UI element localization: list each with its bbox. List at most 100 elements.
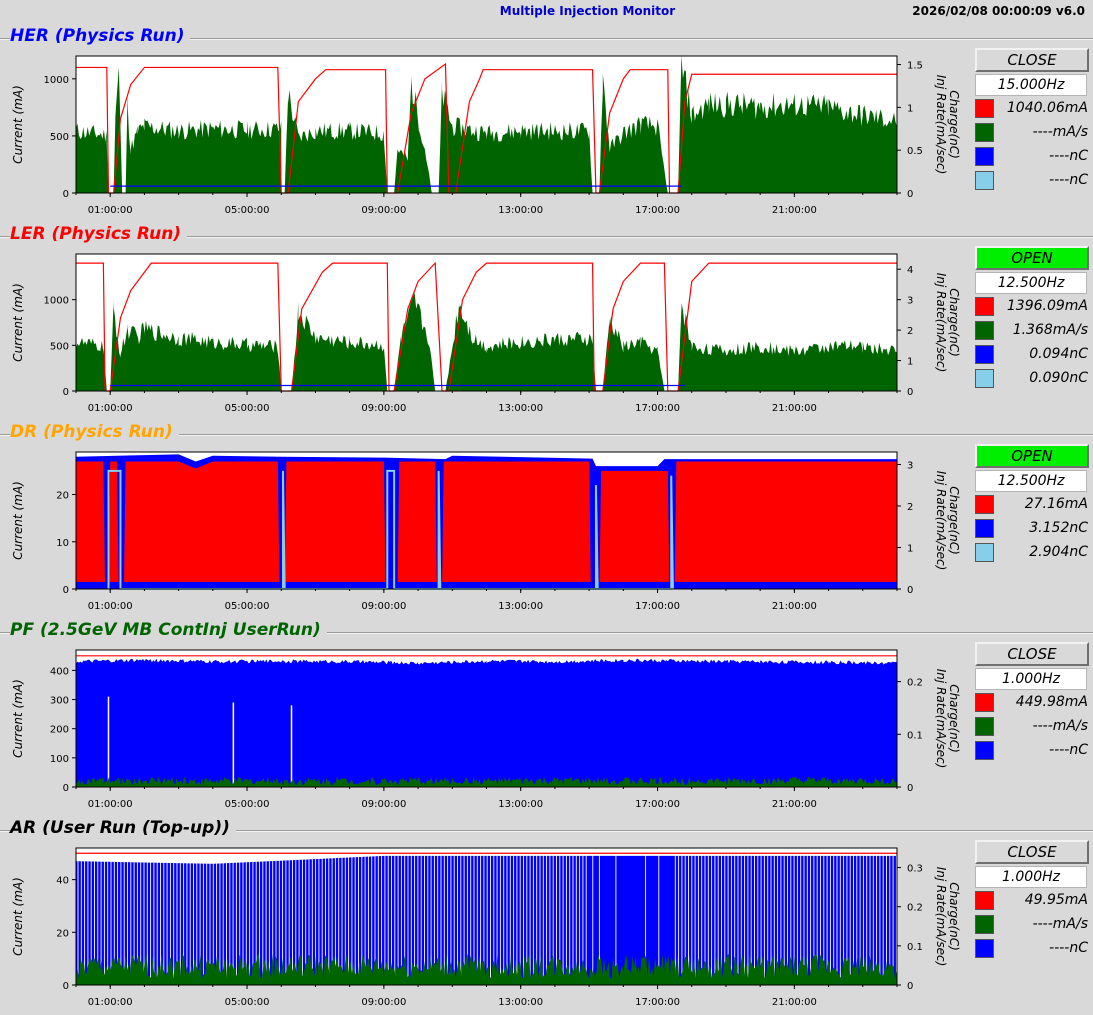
y2-tick-label: 1: [907, 357, 913, 368]
y2-axis-label-charge: Charge(nC): [947, 882, 960, 951]
panel-title: HER (Physics Run): [10, 26, 191, 46]
y2-tick-label: 0.2: [907, 903, 923, 914]
y2-axis-label-rate: Inj Rate(mA/sec): [934, 75, 948, 175]
y2-tick-label: 0: [907, 387, 913, 398]
chart-ar: 0 20 40 0 0.1 0.2 0.3 01:00:00 05:00:00 09:00:00 1…: [11, 847, 960, 1008]
gate-status-button[interactable]: OPEN: [975, 246, 1089, 270]
side-controls: OPEN 12.500Hz 27.16mA 3.152nC 2.904nC: [972, 444, 1090, 564]
y2-tick-label: 0: [907, 585, 913, 596]
panel-title: DR (Physics Run): [10, 422, 179, 442]
x-tick-label: 09:00:00: [361, 997, 406, 1008]
x-tick-label: 17:00:00: [635, 403, 680, 414]
y2-axis-label-rate: Inj Rate(mA/sec): [934, 867, 948, 967]
legend-swatch: [975, 296, 994, 316]
y2-tick-label: 1: [907, 103, 913, 114]
y2-tick-label: 0.5: [907, 146, 923, 157]
x-tick-label: 17:00:00: [635, 799, 680, 810]
legend-item: 449.98mA: [975, 690, 1090, 714]
legend-swatch: [975, 122, 994, 142]
gate-status-button[interactable]: CLOSE: [975, 840, 1089, 864]
y-tick-label: 0: [63, 981, 69, 992]
legend-value: ----mA/s: [1032, 916, 1088, 932]
legend-item: ----nC: [975, 144, 1090, 168]
x-tick-label: 09:00:00: [361, 601, 406, 612]
panel-pf: PF (2.5GeV MB ContInj UserRun) 0 100 200 300…: [0, 620, 1093, 816]
legend-swatch: [975, 890, 994, 910]
y2-tick-label: 0: [907, 981, 913, 992]
y-tick-label: 200: [50, 725, 69, 736]
series-inj-rate: [76, 953, 897, 985]
y2-tick-label: 1.5: [907, 61, 923, 72]
x-tick-label: 01:00:00: [88, 799, 133, 810]
legend-swatch: [975, 170, 994, 190]
gate-status-button[interactable]: CLOSE: [975, 642, 1089, 666]
x-tick-label: 09:00:00: [361, 205, 406, 216]
chart-her: 0 500 1000 0 0.5 1 1.5 01:00:00 05:00:00 09:00:00…: [11, 53, 960, 216]
legend-swatch: [975, 518, 994, 538]
x-tick-label: 21:00:00: [772, 997, 817, 1008]
legend-item: 49.95mA: [975, 888, 1090, 912]
legend-swatch: [975, 98, 994, 118]
legend-item: 0.094nC: [975, 342, 1090, 366]
legend-item: ----nC: [975, 936, 1090, 960]
rep-rate-field: 12.500Hz: [975, 272, 1087, 294]
legend-swatch: [975, 542, 994, 562]
side-controls: CLOSE 1.000Hz 449.98mA ----mA/s ----nC: [972, 642, 1090, 762]
gate-status-button[interactable]: CLOSE: [975, 48, 1089, 72]
x-tick-label: 17:00:00: [635, 205, 680, 216]
y-tick-label: 20: [56, 491, 69, 502]
x-tick-label: 21:00:00: [772, 601, 817, 612]
x-tick-label: 01:00:00: [88, 205, 133, 216]
legend-value: 49.95mA: [1024, 892, 1088, 908]
series-line-0: [76, 62, 897, 194]
legend-swatch: [975, 146, 994, 166]
chart-dr: 0 10 20 0 1 2 3 01:00:00 05:00:00 09:00:00 13:00:0…: [11, 451, 960, 612]
rep-rate-field: 15.000Hz: [975, 74, 1087, 96]
legend-item: ----mA/s: [975, 120, 1090, 144]
rep-rate-field: 1.000Hz: [975, 668, 1087, 690]
y-tick-label: 1000: [44, 296, 69, 307]
legend-item: ----mA/s: [975, 912, 1090, 936]
legend-swatch: [975, 692, 994, 712]
y2-axis-label-rate: Inj Rate(mA/sec): [934, 471, 948, 571]
y2-tick-label: 2: [907, 502, 913, 513]
y2-tick-label: 0: [907, 189, 913, 200]
y-tick-label: 400: [50, 666, 69, 677]
y-tick-label: 0: [63, 585, 69, 596]
side-controls: CLOSE 1.000Hz 49.95mA ----mA/s ----nC: [972, 840, 1090, 960]
legend-item: 1396.09mA: [975, 294, 1090, 318]
x-tick-label: 01:00:00: [88, 601, 133, 612]
legend-item: 1.368mA/s: [975, 318, 1090, 342]
side-controls: OPEN 12.500Hz 1396.09mA 1.368mA/s 0.094nC 0.0…: [972, 246, 1090, 390]
legend-swatch: [975, 320, 994, 340]
y2-tick-label: 3: [907, 460, 913, 471]
legend-value: 1040.06mA: [1006, 100, 1088, 116]
legend-value: ----nC: [1049, 742, 1088, 758]
y-tick-label: 500: [50, 341, 69, 352]
legend-value: 2.904nC: [1029, 544, 1088, 560]
gate-status-button[interactable]: OPEN: [975, 444, 1089, 468]
legend-swatch: [975, 938, 994, 958]
legend-value: ----nC: [1049, 148, 1088, 164]
chart-pf: 0 100 200 300 400 0 0.1 0.2 01:00:00 05:00:00 09:0…: [11, 649, 960, 810]
series-area-fill: [76, 461, 897, 589]
x-tick-label: 09:00:00: [361, 799, 406, 810]
y2-tick-label: 0.1: [907, 730, 923, 741]
y2-axis-label-charge: Charge(nC): [947, 684, 960, 753]
y-tick-label: 0: [63, 387, 69, 398]
legend-value: 0.094nC: [1029, 346, 1088, 362]
panel-ler: LER (Physics Run) 0 500 1000 0 1 2 3 4 01:00:00 05…: [0, 224, 1093, 420]
legend-value: 1.368mA/s: [1012, 322, 1088, 338]
x-tick-label: 09:00:00: [361, 403, 406, 414]
side-controls: CLOSE 15.000Hz 1040.06mA ----mA/s ----nC ----…: [972, 48, 1090, 192]
y-axis-label: Current (mA): [11, 481, 25, 560]
legend-item: 1040.06mA: [975, 96, 1090, 120]
legend-swatch: [975, 914, 994, 934]
legend-value: 27.16mA: [1024, 496, 1088, 512]
y-tick-label: 10: [56, 538, 69, 549]
series-charge-band: [76, 581, 897, 589]
y-axis-label: Current (mA): [11, 877, 25, 956]
y-tick-label: 20: [56, 928, 69, 939]
y-axis-label: Current (mA): [11, 679, 25, 758]
legend-value: 0.090nC: [1029, 370, 1088, 386]
